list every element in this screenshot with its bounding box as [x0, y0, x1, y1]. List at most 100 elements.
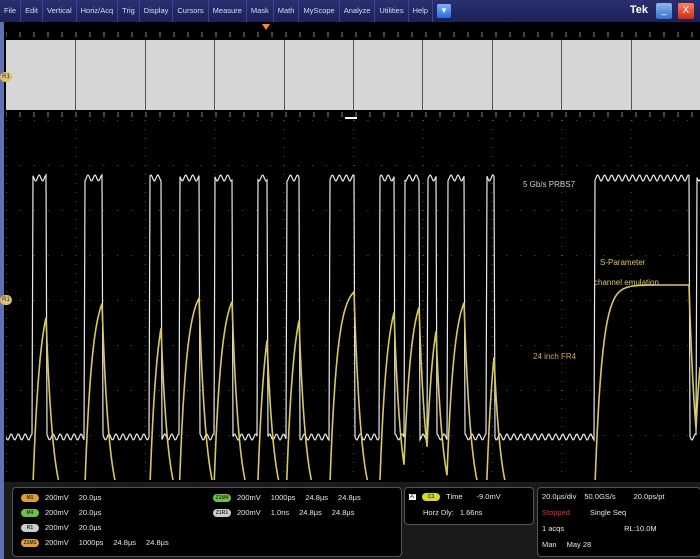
- grid-dot: [75, 390, 77, 391]
- grid-dot: [61, 165, 63, 166]
- grid-dot: [562, 435, 563, 436]
- horz-dly-value: 1.66ns: [459, 508, 483, 517]
- grid-dot: [297, 300, 299, 301]
- grid-dot: [491, 291, 493, 292]
- grid-dot: [75, 219, 77, 220]
- menu-analyze[interactable]: Analyze: [340, 0, 376, 22]
- menu-edit[interactable]: Edit: [21, 0, 44, 22]
- grid-dot: [103, 390, 105, 391]
- channel-marker[interactable]: R1: [0, 295, 12, 305]
- grid-dot: [422, 264, 424, 265]
- grid-dot: [144, 183, 146, 184]
- grid-dot: [395, 210, 397, 211]
- grid-dot: [339, 345, 341, 346]
- grid-dot: [284, 210, 285, 211]
- menu-myscope[interactable]: MyScope: [299, 0, 340, 22]
- grid-dot: [630, 237, 632, 238]
- grid-dot: [353, 156, 354, 157]
- menu-vertical[interactable]: Vertical: [43, 0, 77, 22]
- grid-dot: [228, 165, 230, 166]
- menu-measure[interactable]: Measure: [209, 0, 247, 22]
- menu-math[interactable]: Math: [274, 0, 300, 22]
- grid-dot: [75, 156, 77, 157]
- grid-dot: [353, 372, 354, 373]
- grid-dot: [631, 435, 633, 436]
- grid-dot: [520, 390, 522, 391]
- grid-dot: [422, 453, 424, 454]
- zoom-window-indicator[interactable]: [345, 117, 357, 119]
- grid-dot: [381, 390, 383, 391]
- grid-dot: [491, 363, 493, 364]
- acq-count: 1 acqs: [542, 524, 565, 533]
- grid-dot: [283, 462, 285, 463]
- grid-dot: [630, 219, 632, 220]
- grid-dot: [339, 210, 341, 211]
- acquisition-readout[interactable]: 20.0µs/div 50.0GS/s 20.0ps/pt Stopped Si…: [537, 487, 700, 557]
- grid-dot: [506, 345, 508, 346]
- grid-dot: [270, 165, 272, 166]
- overview-pane[interactable]: [6, 40, 700, 110]
- grid-dot: [200, 120, 202, 121]
- readout-row[interactable]: M4 200mV 20.0µs: [21, 508, 105, 517]
- grid-dot: [673, 390, 675, 391]
- grid-dot: [589, 165, 591, 166]
- menu-utilities[interactable]: Utilities: [375, 0, 409, 22]
- grid-dot: [659, 390, 661, 391]
- waveform-graticule[interactable]: [6, 120, 700, 480]
- menu-mask[interactable]: Mask: [247, 0, 274, 22]
- grid-dot: [61, 255, 63, 256]
- menu-trig[interactable]: Trig: [118, 0, 140, 22]
- menu-display[interactable]: Display: [140, 0, 174, 22]
- grid-dot: [353, 237, 354, 238]
- grid-dot: [75, 408, 77, 409]
- grid-dot: [422, 327, 424, 328]
- grid-dot: [145, 255, 146, 256]
- trigger-readout[interactable]: A' C1 Time -9.0mV Horz Dly: 1.66ns: [404, 487, 534, 525]
- grid-dot: [630, 255, 632, 256]
- close-button[interactable]: X: [678, 3, 694, 19]
- grid-dot: [242, 300, 244, 301]
- grid-dot: [617, 390, 619, 391]
- chevron-down-icon[interactable]: ▼: [437, 4, 452, 18]
- grid-dot: [6, 246, 7, 247]
- grid-dot: [381, 255, 383, 256]
- grid-dot: [353, 174, 354, 175]
- overview-channel-marker[interactable]: R1: [0, 72, 12, 82]
- readout-row[interactable]: Z1R1 200mV 1.0ns 24.8µs 24.8µs: [213, 508, 358, 517]
- grid-dot: [75, 309, 77, 310]
- grid-dot: [214, 129, 216, 130]
- grid-dot: [353, 444, 354, 445]
- grid-dot: [422, 417, 424, 418]
- grid-dot: [548, 345, 550, 346]
- grid-dot: [6, 336, 7, 337]
- menu-file[interactable]: File: [0, 0, 22, 22]
- grid-dot: [19, 255, 21, 256]
- grid-dot: [89, 210, 91, 211]
- grid-dot: [450, 435, 452, 436]
- grid-dot: [145, 345, 146, 346]
- menu-horizacq[interactable]: Horiz/Acq: [77, 0, 119, 22]
- grid-dot: [561, 291, 563, 292]
- grid-dot: [172, 255, 174, 256]
- trigger-position-marker[interactable]: [262, 24, 270, 30]
- grid-dot: [562, 255, 563, 256]
- grid-dot: [6, 228, 7, 229]
- grid-dot: [630, 336, 632, 337]
- grid-dot: [589, 300, 591, 301]
- grid-dot: [436, 210, 438, 211]
- grid-dot: [603, 165, 605, 166]
- readout-res: 1000ps: [270, 493, 296, 502]
- grid-dot: [131, 345, 133, 346]
- readout-row[interactable]: Z1M1 200mV 1000ps 24.8µs 24.8µs: [21, 538, 173, 547]
- readout-row[interactable]: Z1M4 200mV 1000ps 24.8µs 24.8µs: [213, 493, 365, 502]
- grid-dot: [422, 300, 424, 301]
- grid-dot: [631, 120, 633, 121]
- readout-row[interactable]: M1 200mV 20.0µs: [21, 493, 105, 502]
- minimize-button[interactable]: _: [656, 3, 672, 19]
- grid-dot: [6, 372, 7, 373]
- readout-row[interactable]: R1 200mV 20.0µs: [21, 523, 105, 532]
- record-length: RL:10.0M: [624, 524, 657, 533]
- menu-help[interactable]: Help: [409, 0, 434, 22]
- menu-cursors[interactable]: Cursors: [173, 0, 209, 22]
- grid-dot: [422, 255, 424, 256]
